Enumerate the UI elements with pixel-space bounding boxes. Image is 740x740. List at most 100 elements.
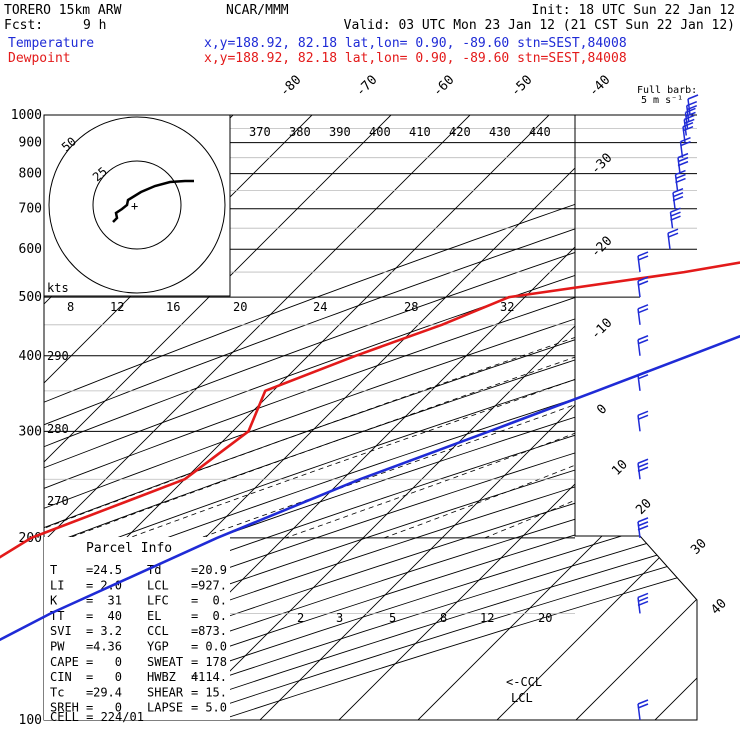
isotherm	[575, 115, 697, 720]
moist-adiabat-label: 24	[313, 300, 327, 314]
wind-barb	[686, 100, 698, 122]
parcel-value-left: 3.2	[100, 624, 122, 638]
parcel-value-left: 0	[115, 670, 122, 684]
barb-legend-title: Full barb:	[637, 85, 697, 96]
mixing-ratio-label: 20	[538, 611, 552, 625]
pressure-tick: 500	[19, 290, 42, 305]
pressure-tick: 1000	[11, 108, 42, 123]
dry-adiabat	[179, 115, 697, 720]
wind-barb	[637, 251, 649, 273]
pressure-tick: 100	[19, 713, 42, 728]
parcel-label-left: CAPE	[50, 655, 79, 669]
wind-barb	[637, 410, 649, 432]
parcel-eq: =	[191, 578, 198, 592]
auxiliary-labels: 270 280 290 370 380 390 400 410 420 430 440 2 3 5 8 12 2…	[47, 125, 552, 625]
parcel-label-right: SWEAT	[147, 655, 183, 669]
moist-adiabat-label: 12	[110, 300, 124, 314]
parcel-value-left: 24.5	[93, 563, 122, 577]
wind-barb	[637, 517, 649, 538]
org-label: NCAR/MMM	[226, 3, 289, 18]
hodograph: 50 25 + kts	[43, 114, 231, 297]
parcel-label-left: SREH	[50, 701, 79, 715]
parcel-label-right: SHEAR	[147, 685, 184, 699]
parcel-info-row: TT = 40 EL = 0.	[50, 609, 227, 623]
parcel-info-rows: T = 24.5 Td = 20.9LI = 2.0 LCL = 927.K = 31 LFC = 0.TT =…	[50, 563, 227, 715]
parcel-info-row: T = 24.5 Td = 20.9	[50, 563, 227, 577]
barb-legend-unit: 5 m s⁻¹	[641, 95, 683, 106]
parcel-eq: =	[86, 640, 93, 654]
temperature-tick: -80	[277, 73, 304, 100]
parcel-label-right: LCL	[147, 578, 169, 592]
parcel-value-left: 31	[108, 594, 122, 608]
wind-barb	[679, 137, 691, 158]
parcel-label-right: LFC	[147, 594, 169, 608]
parcel-value-right: 873.	[198, 624, 227, 638]
parcel-info-background	[44, 537, 230, 720]
parcel-label-left: PW	[50, 640, 65, 654]
dewpoint-location: x,y=188.92, 82.18 lat,lon= 0.90, -89.60 …	[204, 51, 627, 66]
lcl-marker: LCL	[511, 691, 533, 705]
parcel-label-right: LAPSE	[147, 701, 183, 715]
parcel-value-left: 40	[108, 609, 122, 623]
parcel-label-right: CCL	[147, 624, 169, 638]
dry-adiabat	[44, 115, 697, 720]
dry-adiabat	[44, 115, 697, 720]
dry-adiabat	[44, 115, 697, 720]
hodograph-ring-inner	[92, 160, 182, 250]
parcel-eq: =	[191, 685, 198, 699]
hodograph-trace	[112, 179, 194, 223]
wind-barb	[637, 276, 649, 298]
theta-label: 290	[47, 349, 69, 363]
parcel-eq: =	[86, 609, 93, 623]
dry-adiabat	[44, 115, 697, 720]
init-time: Init: 18 UTC Sun 22 Jan 12	[532, 3, 736, 18]
hodograph-speed-labels: 8 12 16 20 24 28 32	[67, 300, 514, 314]
temperature-tick: -60	[430, 73, 457, 100]
wind-barb	[677, 152, 689, 174]
parcel-eq: =	[86, 685, 93, 699]
temperature-tick: 20	[633, 496, 655, 518]
wind-barb	[669, 207, 681, 229]
parcel-label-right: EL	[147, 609, 161, 623]
dry-adiabat	[44, 115, 697, 720]
dry-adiabat	[44, 115, 697, 720]
parcel-value-left: 4.36	[93, 640, 122, 654]
parcel-eq: =	[86, 624, 93, 638]
parcel-label-right: HWBZ	[147, 670, 176, 684]
valid-time: Valid: 03 UTC Mon 23 Jan 12 (21 CST Sun …	[344, 18, 735, 33]
dry-adiabat	[44, 115, 697, 720]
parcel-eq: =	[191, 563, 198, 577]
theta-e-label: 380	[289, 125, 311, 139]
mixing-ratio-label: 2	[297, 611, 304, 625]
parcel-info-row: PW = 4.36 YGP = 0.0	[50, 640, 227, 654]
pressure-tick: 800	[19, 167, 42, 182]
temperature-tick: 0	[594, 402, 610, 418]
moist-adiabat-label: 8	[67, 300, 74, 314]
hodograph-unit: kts	[47, 281, 69, 295]
parcel-label-left: Tc	[50, 685, 64, 699]
parcel-eq: =	[191, 655, 198, 669]
parcel-info-panel: Parcel Info T = 24.5 Td = 20.9LI = 2.0 LCL = 927.K…	[44, 537, 230, 724]
parcel-eq: =	[191, 701, 198, 715]
isotherm	[259, 115, 697, 720]
theta-e-label: 390	[329, 125, 351, 139]
isotherm	[496, 115, 697, 720]
theta-e-label: 420	[449, 125, 471, 139]
parcel-eq: =	[86, 578, 93, 592]
temperature-tick: -50	[508, 73, 535, 100]
parcel-info-row: CIN = 0 HWBZ =4114.	[50, 670, 227, 684]
ccl-marker: <-CCL	[506, 675, 542, 689]
parcel-eq: =	[86, 563, 93, 577]
mixing-ratio-label: 5	[389, 611, 396, 625]
isotherm	[734, 115, 740, 720]
moist-adiabat-label: 32	[500, 300, 514, 314]
parcel-value-right: 0.0	[205, 640, 227, 654]
moist-adiabat	[200, 115, 697, 539]
wind-barb	[667, 228, 679, 250]
moist-adiabat	[44, 115, 697, 539]
temperature-tick: -40	[586, 73, 613, 100]
dry-adiabat	[44, 115, 697, 720]
parcel-info-row: Tc = 29.4 SHEAR = 15.	[50, 685, 227, 699]
profiles	[0, 261, 740, 642]
parcel-eq: =	[86, 701, 93, 715]
